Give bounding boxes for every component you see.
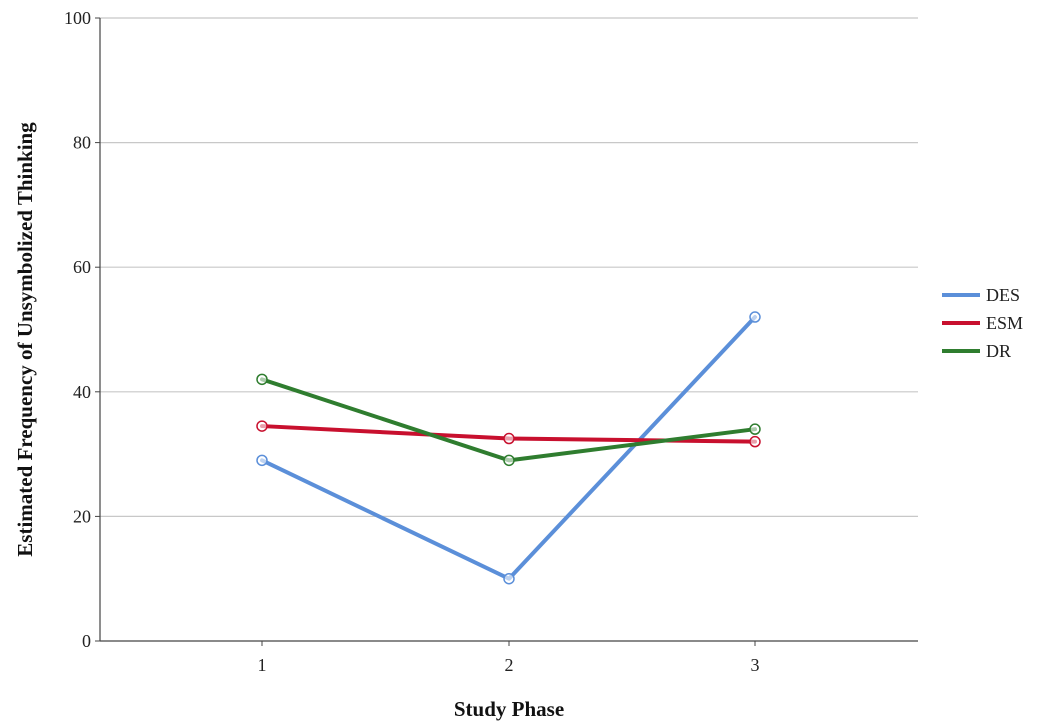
gridlines	[100, 17, 918, 518]
legend-label: DR	[986, 341, 1011, 361]
y-tick-label: 40	[73, 382, 91, 402]
series-esm	[256, 420, 761, 448]
x-tick-label: 3	[751, 655, 760, 675]
data-point	[503, 572, 515, 585]
y-tick-label: 60	[73, 257, 91, 277]
data-point	[503, 454, 515, 467]
series-dr	[256, 373, 761, 467]
y-tick-labels: 0 20 40 60 80 100	[64, 8, 100, 651]
y-tick-label: 0	[82, 631, 91, 651]
data-point	[749, 311, 761, 323]
series-line	[260, 315, 757, 581]
data-point	[256, 420, 268, 432]
legend-label: ESM	[986, 313, 1023, 333]
data-point	[503, 432, 515, 445]
series-des	[256, 311, 761, 585]
series-lines	[256, 311, 761, 585]
data-point	[749, 435, 761, 448]
legend: DES ESM DR	[942, 285, 1023, 361]
y-axis-title: Estimated Frequency of Unsymbolized Thin…	[13, 122, 37, 557]
legend-label: DES	[986, 285, 1020, 305]
data-point	[256, 454, 268, 467]
axes	[99, 18, 918, 642]
y-tick-label: 20	[73, 506, 91, 526]
data-point	[749, 423, 761, 435]
x-tick-label: 1	[258, 655, 267, 675]
y-tick-label: 80	[73, 133, 91, 153]
y-tick-label: 100	[64, 8, 91, 28]
x-axis-title: Study Phase	[454, 697, 564, 721]
x-tick-labels: 1 2 3	[258, 641, 760, 675]
x-tick-label: 2	[505, 655, 514, 675]
data-point	[256, 373, 268, 386]
